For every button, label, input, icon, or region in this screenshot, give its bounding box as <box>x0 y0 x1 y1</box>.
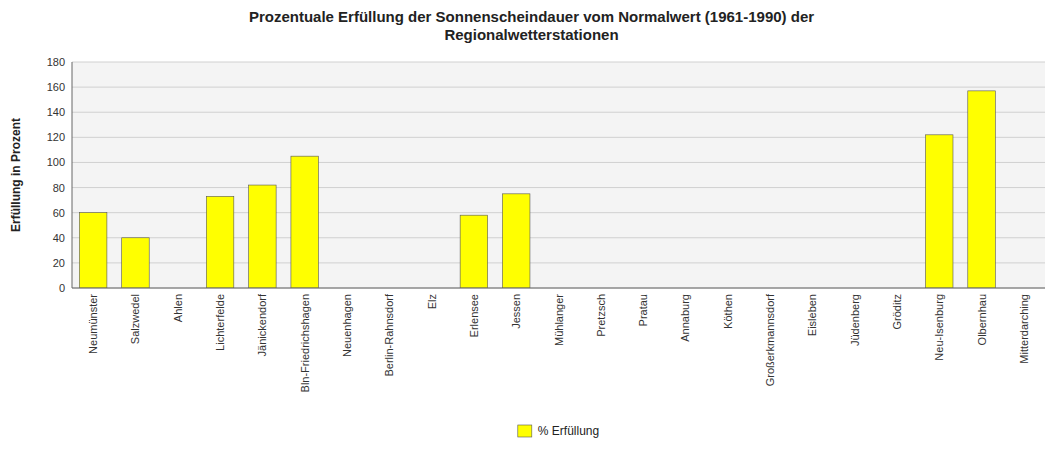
y-tick-label: 100 <box>47 156 65 168</box>
legend: % Erfüllung <box>518 424 599 438</box>
x-tick-label: Eisleben <box>806 294 818 336</box>
y-axis-label: Erfüllung in Prozent <box>9 118 23 232</box>
grid-line <box>72 137 1045 138</box>
x-tick-label: Köthen <box>722 294 734 329</box>
bar <box>291 156 318 288</box>
legend-swatch <box>518 425 532 437</box>
x-tick-label: Elz <box>426 294 438 309</box>
y-tick-label: 180 <box>47 56 65 68</box>
bar <box>249 185 276 288</box>
plot-area <box>72 62 1045 288</box>
x-tick-label: Annaburg <box>679 294 691 342</box>
y-tick-label: 60 <box>53 207 65 219</box>
y-axis-line <box>72 62 73 288</box>
bar <box>122 238 149 288</box>
legend-label: % Erfüllung <box>538 424 599 438</box>
x-tick-label: Mitterdarching <box>1018 294 1030 364</box>
grid-line <box>72 162 1045 163</box>
y-tick-label: 20 <box>53 257 65 269</box>
bars <box>79 91 995 288</box>
x-tick-label: Berlin-Rahnsdorf <box>383 293 395 376</box>
y-tick-label: 80 <box>53 182 65 194</box>
bar <box>502 194 529 288</box>
grid-line <box>72 288 1045 289</box>
x-tick-label: Jüdenberg <box>849 294 861 346</box>
y-tick-label: 0 <box>59 282 65 294</box>
x-tick-label: Neu-Isenburg <box>933 294 945 361</box>
x-tick-label: Mühlanger <box>553 294 565 346</box>
x-axis-line <box>72 288 1045 289</box>
x-tick-label: Ahlen <box>172 294 184 322</box>
x-tick-label: Neumünster <box>87 294 99 354</box>
x-tick-label: Salzwedel <box>129 294 141 344</box>
bar <box>460 215 487 288</box>
grid-line <box>72 112 1045 113</box>
x-tick-label: Neuenhagen <box>341 294 353 357</box>
y-tick-label: 120 <box>47 131 65 143</box>
x-tick-label: Pretzsch <box>595 294 607 337</box>
x-tick-label: Gröditz <box>891 294 903 329</box>
title-line: Regionalwetterstationen <box>444 26 618 43</box>
grid-line <box>72 87 1045 88</box>
x-tick-label: Olbernhau <box>976 294 988 345</box>
bar <box>206 196 233 288</box>
title: Prozentuale Erfüllung der Sonnenscheinda… <box>249 8 814 43</box>
x-tick-label: Pratau <box>637 294 649 326</box>
y-tick-label: 140 <box>47 106 65 118</box>
title-line: Prozentuale Erfüllung der Sonnenscheinda… <box>249 8 814 25</box>
grid-line <box>72 62 1045 63</box>
x-tick-label: Jessen <box>510 294 522 329</box>
x-tick-label: Lichterfelde <box>214 294 226 351</box>
chart: Prozentuale Erfüllung der Sonnenscheinda… <box>0 0 1063 453</box>
x-tick-label: Erlensee <box>468 294 480 337</box>
x-tick-label: Jänickendorf <box>256 293 268 356</box>
grid-line <box>72 187 1045 188</box>
bar <box>79 213 106 288</box>
bar <box>968 91 995 288</box>
bar <box>925 135 952 288</box>
y-tick-label: 40 <box>53 232 65 244</box>
x-tick-label: Großerkmannsdorf <box>764 293 776 386</box>
x-tick-label: Bln-Friedrichshagen <box>299 294 311 392</box>
y-tick-label: 160 <box>47 81 65 93</box>
